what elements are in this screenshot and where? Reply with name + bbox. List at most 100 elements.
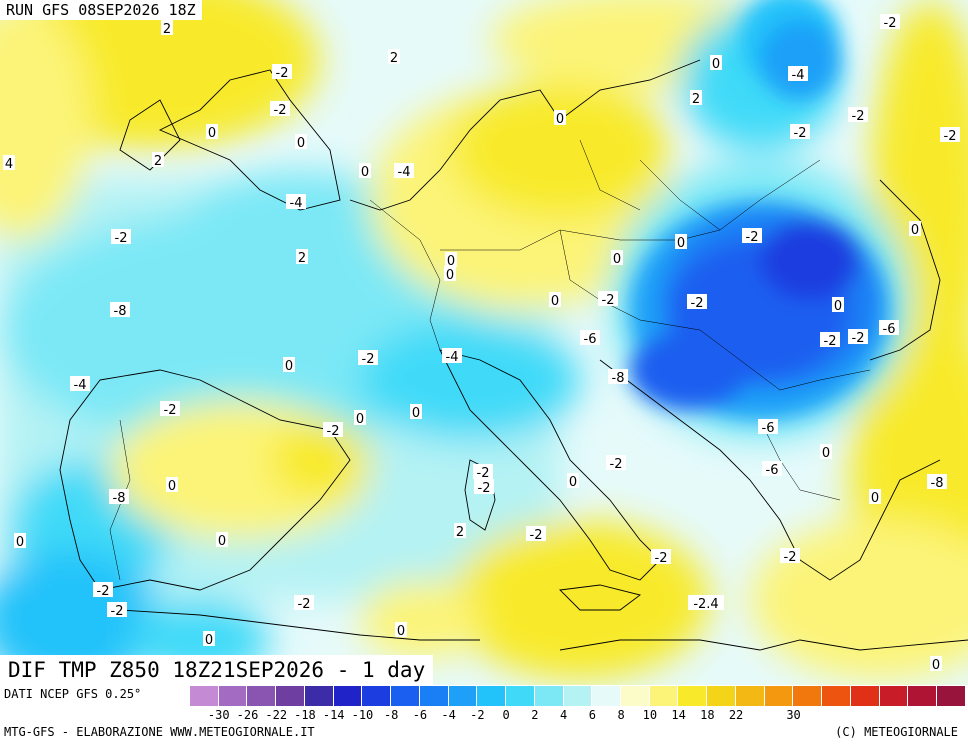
contour-label: -2 — [107, 602, 127, 619]
svg-text:0: 0 — [911, 223, 919, 238]
legend-swatch — [218, 686, 248, 706]
svg-text:-8: -8 — [114, 304, 127, 319]
legend-swatch — [822, 686, 851, 706]
contour-label: 0 — [909, 221, 921, 238]
contour-label: 0 — [567, 473, 579, 490]
contour-label: -2 — [294, 595, 314, 612]
svg-text:-6: -6 — [883, 322, 896, 337]
svg-text:-2: -2 — [944, 129, 957, 144]
legend-color-bar — [190, 686, 966, 706]
map-title: DIF TMP Z850 18Z21SEP2026 - 1 day — [0, 655, 434, 685]
legend-tick-label: 4 — [560, 708, 568, 722]
legend-swatch — [678, 686, 708, 706]
svg-text:-6: -6 — [762, 421, 775, 436]
contour-label: 0 — [611, 250, 623, 267]
credits-left: MTG-GFS - ELABORAZIONE WWW.METEOGIORNALE… — [4, 725, 315, 739]
legend-swatch — [247, 686, 277, 706]
legend-swatch — [764, 686, 794, 706]
legend-swatch — [391, 686, 420, 706]
svg-text:-2: -2 — [824, 334, 837, 349]
svg-text:2: 2 — [692, 92, 700, 107]
legend-tick-label: 30 — [786, 708, 801, 722]
contour-label: -6 — [758, 419, 778, 436]
svg-text:0: 0 — [551, 294, 559, 309]
contour-label: 0 — [166, 477, 178, 494]
data-source-text: DATI NCEP GFS 0.25° — [4, 687, 142, 701]
cold-core — [630, 0, 890, 420]
legend-tick-label: 0 — [502, 708, 510, 722]
contour-label: 0 — [710, 55, 722, 72]
svg-text:0: 0 — [16, 535, 24, 550]
legend-swatch — [735, 686, 765, 706]
credits-right: (C) METEOGIORNALE — [835, 725, 958, 739]
contour-label: -8 — [110, 302, 130, 319]
contour-label: -8 — [927, 474, 947, 491]
contour-label: -2 — [651, 549, 671, 566]
legend-swatch — [937, 686, 966, 706]
svg-text:-6: -6 — [584, 332, 597, 347]
svg-text:-2: -2 — [610, 457, 623, 472]
legend-swatch — [850, 686, 880, 706]
contour-label: -4 — [788, 66, 808, 83]
contour-label: 0 — [354, 410, 366, 427]
svg-text:-6: -6 — [766, 463, 779, 478]
svg-text:0: 0 — [297, 136, 305, 151]
legend-tick-label: 6 — [588, 708, 596, 722]
contour-label: 0 — [930, 656, 942, 673]
legend-swatch — [304, 686, 334, 706]
legend-tick-label: 10 — [642, 708, 658, 722]
contour-label: -2.4 — [688, 595, 724, 612]
svg-text:-8: -8 — [113, 491, 126, 506]
contour-label: 0 — [359, 163, 371, 180]
contour-label: -8 — [109, 489, 129, 506]
contour-label: -4 — [394, 163, 414, 180]
run-title: RUN GFS 08SEP2026 18Z — [0, 0, 202, 20]
svg-text:-2: -2 — [884, 16, 897, 31]
svg-text:-2: -2 — [784, 550, 797, 565]
svg-text:-2: -2 — [274, 103, 287, 118]
legend-tick-label: 8 — [617, 708, 625, 722]
svg-text:-2: -2 — [852, 331, 865, 346]
contour-label: -2 — [606, 455, 626, 472]
contour-label: 2 — [152, 152, 164, 169]
svg-text:0: 0 — [356, 412, 364, 427]
legend-swatch — [534, 686, 564, 706]
svg-text:0: 0 — [569, 475, 577, 490]
contour-label: 0 — [444, 266, 456, 283]
svg-text:0: 0 — [834, 299, 842, 314]
legend-swatch — [276, 686, 305, 706]
contour-label: -2 — [473, 464, 493, 481]
contour-label: 0 — [820, 444, 832, 461]
svg-text:0: 0 — [556, 112, 564, 127]
svg-text:0: 0 — [932, 658, 940, 673]
svg-text:0: 0 — [218, 534, 226, 549]
svg-text:-2: -2 — [655, 551, 668, 566]
svg-text:-2: -2 — [97, 584, 110, 599]
svg-text:4: 4 — [5, 157, 13, 172]
svg-text:2: 2 — [456, 525, 464, 540]
svg-text:0: 0 — [205, 633, 213, 648]
svg-text:-2: -2 — [478, 481, 491, 496]
legend-tick-label: -22 — [265, 708, 288, 722]
legend-tick-labels: -30 -26 -22 -18 -14 -10 -8 -6 -4 -2 0 2 4 6 8 10 14 18 22 3… — [190, 706, 966, 722]
svg-text:2: 2 — [298, 251, 306, 266]
contour-label: -8 — [608, 369, 628, 386]
contour-label: -2 — [474, 479, 494, 496]
contour-label: -2 — [790, 124, 810, 141]
legend-swatch — [563, 686, 593, 706]
legend-swatch — [621, 686, 650, 706]
svg-text:-2: -2 — [276, 66, 289, 81]
contour-label: -6 — [762, 461, 782, 478]
contour-label: -2 — [526, 526, 546, 543]
svg-text:-8: -8 — [931, 476, 944, 491]
legend-swatch — [592, 686, 622, 706]
legend-swatch — [908, 686, 938, 706]
contour-label: 0 — [445, 252, 457, 269]
svg-text:0: 0 — [412, 406, 420, 421]
contour-label: -2 — [820, 332, 840, 349]
legend-swatch — [879, 686, 909, 706]
legend-tick-label: -30 — [207, 708, 230, 722]
svg-text:-2: -2 — [691, 296, 704, 311]
contour-label: 0 — [549, 292, 561, 309]
